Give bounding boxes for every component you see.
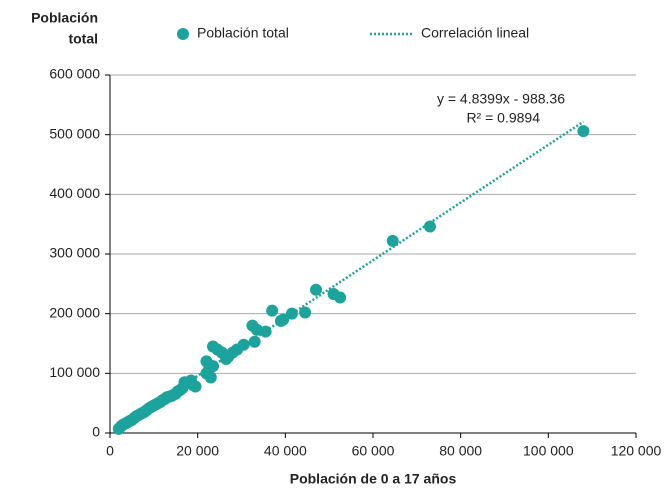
point [299,306,312,319]
point [207,340,220,353]
y-tick-label: 200 000 [49,304,100,320]
legend-label: Correlación lineal [421,25,529,41]
y-tick-label: 0 [92,424,100,440]
x-tick-label: 40 000 [264,443,307,459]
trendline [118,120,585,429]
point [200,367,213,380]
point [577,125,590,138]
legend-label: Población total [197,25,289,41]
y-tick-label: 600 000 [49,66,100,82]
point [285,307,298,320]
point [200,355,213,368]
x-tick-label: 0 [106,443,114,459]
x-tick-label: 60 000 [352,443,395,459]
y-tick-label: 300 000 [49,245,100,261]
x-tick-label: 80 000 [439,443,482,459]
y-axis-label: Población [31,10,98,26]
point [327,287,340,300]
y-tick-label: 400 000 [49,185,100,201]
point [248,335,261,348]
x-tick-label: 20 000 [176,443,219,459]
y-tick-label: 100 000 [49,364,100,380]
point [266,304,279,317]
legend-marker [177,28,189,40]
point [112,422,125,435]
y-tick-label: 500 000 [49,125,100,141]
x-tick-label: 100 000 [523,443,574,459]
annotation: R² = 0.9894 [466,110,540,126]
point [250,323,263,336]
point [310,283,323,296]
annotation: y = 4.8399x - 988.36 [437,91,565,107]
x-tick-label: 120 000 [611,443,662,459]
y-axis-label: total [68,31,98,47]
x-axis-label: Población de 0 a 17 años [290,471,457,487]
